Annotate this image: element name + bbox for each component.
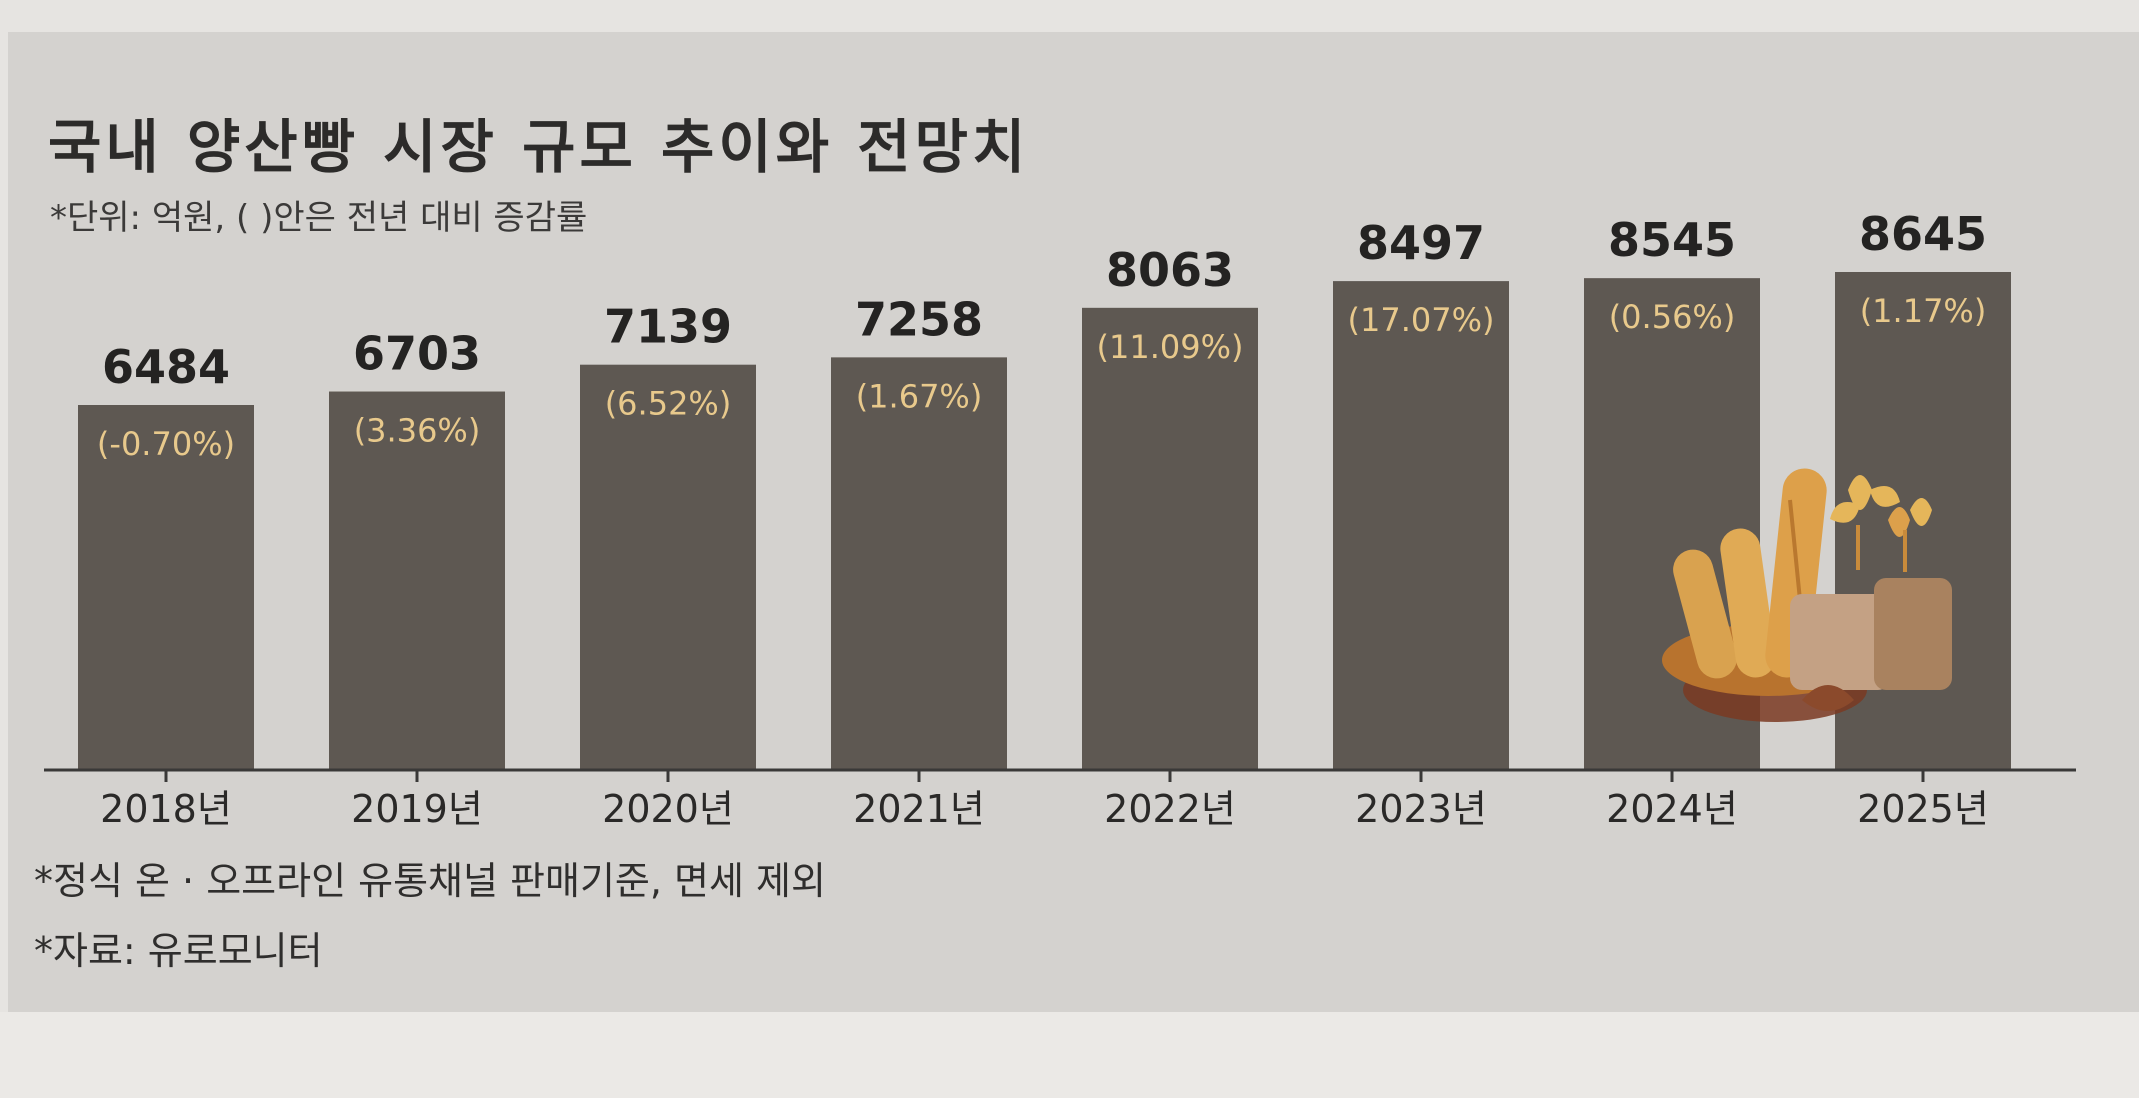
- bar-2023년: [1333, 281, 1509, 770]
- value-label: 8645: [1859, 207, 1987, 261]
- value-label: 6703: [353, 327, 481, 381]
- bar-2018년: [78, 405, 254, 770]
- x-tick-label: 2019년: [351, 787, 483, 831]
- bread-illustration-icon: [1662, 468, 1952, 722]
- footnote-sales-basis: *정식 온 · 오프라인 유통채널 판매기준, 면세 제외: [34, 859, 826, 903]
- value-label: 7258: [855, 292, 983, 346]
- change-label: (1.17%): [1860, 292, 1987, 330]
- bar-2021년: [831, 357, 1007, 770]
- value-label: 8545: [1608, 213, 1736, 267]
- bar-2022년: [1082, 307, 1258, 770]
- bar-2020년: [580, 364, 756, 770]
- chart-subtitle: *단위: 억원, ( )안은 전년 대비 증감률: [50, 198, 588, 238]
- change-label: (3.36%): [354, 412, 481, 450]
- x-tick-label: 2025년: [1857, 787, 1989, 831]
- x-tick-label: 2020년: [602, 787, 734, 831]
- change-label: (1.67%): [856, 377, 983, 415]
- x-tick-label: 2023년: [1355, 787, 1487, 831]
- value-label: 8497: [1357, 216, 1485, 270]
- change-label: (0.56%): [1609, 298, 1736, 336]
- change-label: (6.52%): [605, 385, 732, 423]
- x-tick-label: 2021년: [853, 787, 985, 831]
- chart-title: 국내 양산빵 시장 규모 추이와 전망치: [48, 113, 1030, 181]
- page-margin: [0, 1012, 2139, 1098]
- x-tick-label: 2022년: [1104, 787, 1236, 831]
- value-label: 6484: [102, 340, 230, 394]
- value-label: 8063: [1106, 243, 1234, 297]
- change-label: (17.07%): [1348, 301, 1495, 339]
- footnote-source: *자료: 유로모니터: [34, 929, 323, 973]
- bars-layer: 6484 (-0.70%) 2018년 6703 (3.36%) 2019년 7139 (6.…: [78, 207, 2011, 831]
- value-label: 7139: [604, 300, 732, 354]
- x-tick-label: 2024년: [1606, 787, 1738, 831]
- x-tick-label: 2018년: [100, 787, 232, 831]
- bar-2019년: [329, 391, 505, 770]
- change-label: (-0.70%): [97, 425, 235, 463]
- change-label: (11.09%): [1097, 328, 1244, 366]
